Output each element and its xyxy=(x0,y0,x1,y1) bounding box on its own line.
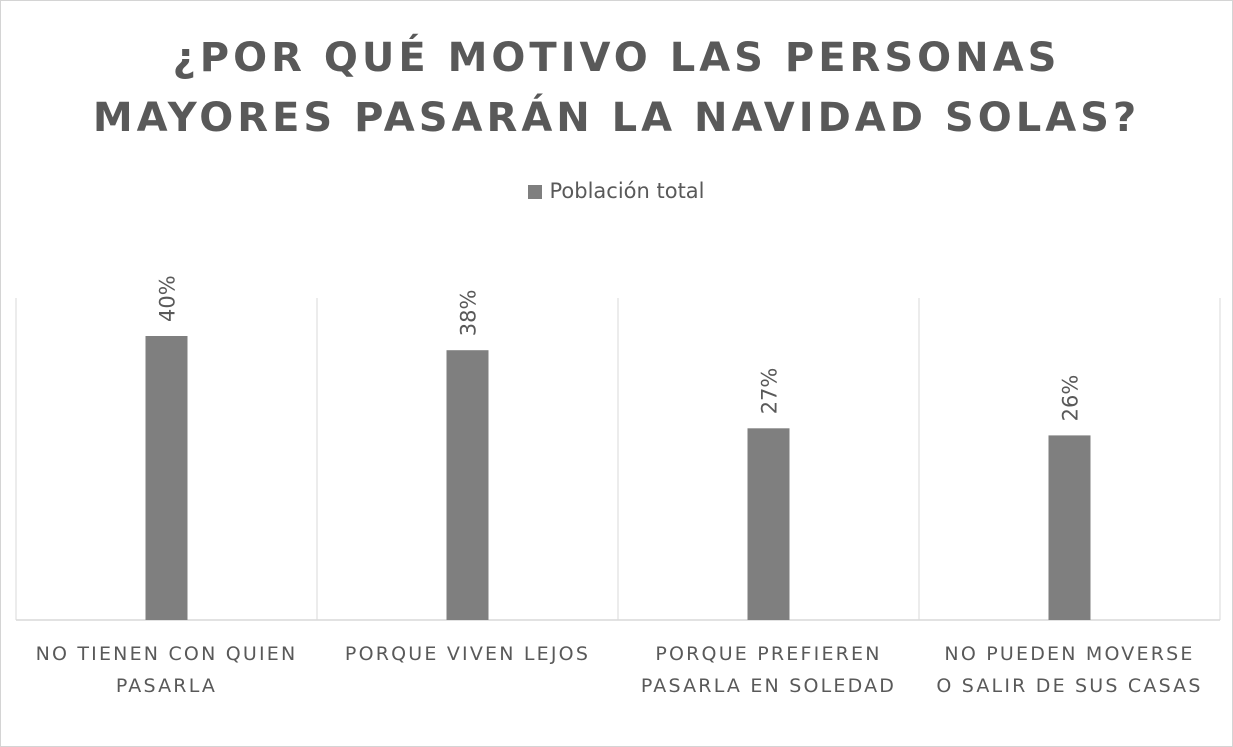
chart-legend: Población total xyxy=(0,176,1233,206)
data-label-1: 40% xyxy=(156,275,180,322)
bar-2 xyxy=(446,350,489,620)
data-label-4: 26% xyxy=(1059,375,1083,422)
category-label-3-line-2: PASARLA EN SOLEDAD xyxy=(641,675,896,697)
bar-4 xyxy=(1048,435,1091,620)
category-label-2-line-1: PORQUE VIVEN LEJOS xyxy=(345,643,590,665)
bar-1 xyxy=(145,336,188,620)
data-label-3: 27% xyxy=(758,368,782,415)
category-label-3-line-1: PORQUE PREFIEREN xyxy=(655,643,881,665)
bar-3 xyxy=(747,428,790,620)
category-label-4-line-1: NO PUEDEN MOVERSE xyxy=(944,643,1194,665)
legend-label: Población total xyxy=(549,179,705,203)
category-label-1-line-1: NO TIENEN CON QUIEN xyxy=(36,643,298,665)
chart-title-line-1: ¿POR QUÉ MOTIVO LAS PERSONAS xyxy=(172,35,1061,81)
category-label-1-line-2: PASARLA xyxy=(116,675,217,697)
category-label-4-line-2: O SALIR DE SUS CASAS xyxy=(936,675,1202,697)
chart-title-line-2: MAYORES PASARÁN LA NAVIDAD SOLAS? xyxy=(92,95,1141,141)
chart-title: ¿POR QUÉ MOTIVO LAS PERSONAS MAYORES PAS… xyxy=(0,28,1233,148)
legend-swatch xyxy=(528,185,543,199)
data-label-2: 38% xyxy=(457,290,481,337)
